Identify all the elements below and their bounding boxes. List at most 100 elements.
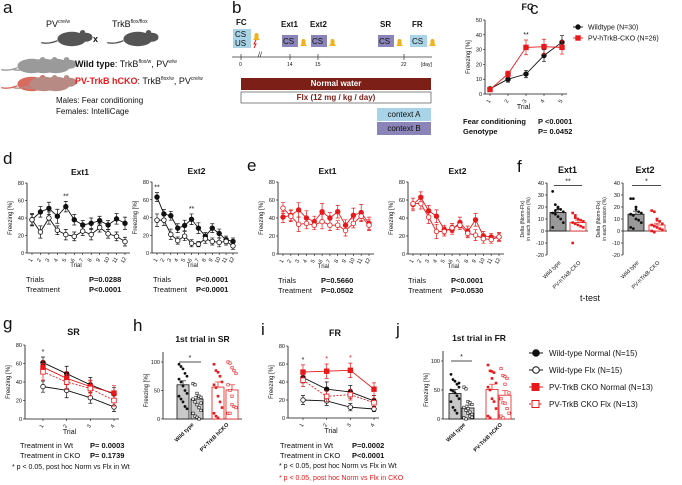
data-point bbox=[366, 222, 372, 228]
data-point bbox=[433, 228, 440, 235]
data-point bbox=[472, 217, 479, 223]
bell-icon bbox=[396, 39, 403, 46]
data-point bbox=[634, 217, 638, 221]
data-point bbox=[295, 207, 302, 213]
error-bar bbox=[502, 390, 508, 396]
data-point bbox=[179, 365, 183, 368]
data-point bbox=[183, 389, 187, 392]
normal-water-label: Normal water bbox=[310, 79, 362, 88]
data-point bbox=[280, 214, 286, 220]
error-bar bbox=[489, 383, 495, 390]
session-ext1: Ext1 bbox=[281, 20, 298, 29]
mouse-tail bbox=[25, 67, 42, 71]
data-point bbox=[466, 407, 470, 411]
mouse-body bbox=[41, 58, 71, 74]
data-point bbox=[175, 237, 181, 244]
x-tick-label: 4 bbox=[370, 423, 377, 429]
significance-marker: * bbox=[460, 354, 463, 361]
y-tick-label: 60 bbox=[269, 198, 275, 204]
data-point bbox=[181, 367, 185, 371]
data-point bbox=[455, 394, 459, 398]
error-bar bbox=[654, 222, 660, 225]
chart-title: Ext2 bbox=[449, 166, 467, 176]
data-point bbox=[230, 243, 236, 249]
series-line-0 bbox=[42, 362, 115, 395]
data-point bbox=[503, 401, 507, 405]
x-tick-label: 5 bbox=[180, 258, 187, 264]
data-point bbox=[183, 405, 187, 408]
x-tick-label: 6 bbox=[187, 258, 194, 264]
data-point bbox=[410, 200, 416, 207]
stat-value: P=0.0288 bbox=[89, 275, 122, 284]
data-point bbox=[487, 86, 493, 93]
y-axis-label: Freezing [%] bbox=[259, 201, 265, 235]
fc-us: US bbox=[235, 39, 247, 48]
y-tick-label: 60 bbox=[279, 362, 285, 368]
data-point bbox=[216, 416, 220, 420]
error-bar bbox=[215, 381, 221, 388]
x-tick-label: 1 bbox=[486, 99, 493, 105]
mouse-tail bbox=[1, 67, 18, 71]
chart-title: 1st trial in FR bbox=[452, 333, 506, 343]
y-axis-label: Delta (Norm-Flx) bbox=[520, 200, 526, 237]
y-tick-label: 60 bbox=[399, 198, 405, 204]
data-point bbox=[193, 400, 197, 404]
x-axis-label: Trial bbox=[63, 429, 77, 436]
data-point bbox=[631, 197, 635, 201]
data-point bbox=[464, 387, 468, 391]
data-point bbox=[154, 194, 160, 200]
data-point bbox=[40, 383, 46, 390]
y-tick-label: 20 bbox=[143, 233, 149, 239]
stat-label: Treatment bbox=[153, 285, 187, 294]
series-line-1 bbox=[42, 386, 115, 408]
x-tick-label: 2 bbox=[36, 258, 43, 264]
data-point bbox=[453, 408, 457, 412]
panel-label-d: d bbox=[3, 149, 13, 168]
x-tick-label: 8 bbox=[463, 259, 470, 265]
x-tick-label: 3 bbox=[346, 423, 353, 429]
day-14: 14 bbox=[287, 62, 293, 68]
stat-label: Trials bbox=[408, 276, 427, 285]
ext2-cs: CS bbox=[312, 37, 324, 46]
mouse-trkb-parent bbox=[107, 30, 159, 47]
data-point bbox=[168, 213, 174, 219]
data-point bbox=[113, 216, 120, 222]
x-axis-label: Trial bbox=[318, 264, 329, 270]
data-point bbox=[111, 397, 117, 404]
data-point bbox=[464, 408, 468, 412]
series-line-3 bbox=[302, 379, 375, 404]
x-tick-label: 12 bbox=[120, 256, 128, 264]
data-point bbox=[327, 222, 333, 228]
data-point bbox=[486, 363, 490, 367]
legend-marker bbox=[531, 383, 540, 391]
x-tick-label: 9 bbox=[341, 259, 348, 265]
data-point bbox=[223, 238, 229, 245]
data-point bbox=[105, 231, 111, 237]
data-point bbox=[54, 213, 61, 219]
data-point bbox=[230, 394, 234, 398]
data-point bbox=[228, 411, 232, 415]
y-tick-label: 0 bbox=[19, 417, 22, 423]
x-tick-label: 4 bbox=[53, 258, 60, 264]
y-tick-label: 80 bbox=[399, 180, 405, 186]
data-point bbox=[658, 227, 661, 230]
data-point bbox=[503, 375, 507, 379]
legend-marker bbox=[575, 24, 581, 30]
data-point bbox=[505, 76, 511, 82]
data-point bbox=[105, 222, 111, 228]
data-point bbox=[195, 403, 199, 407]
data-point bbox=[488, 416, 492, 420]
data-point bbox=[358, 213, 364, 219]
x-tick-label: 4 bbox=[540, 99, 547, 105]
data-point bbox=[574, 214, 577, 217]
parent-trkb: TrkBflox/flox bbox=[112, 19, 148, 29]
legend-label: Wild-type Normal (N=15) bbox=[549, 349, 638, 358]
session-fr: FR bbox=[412, 20, 423, 29]
x-tick-label: 12 bbox=[364, 257, 372, 265]
data-point bbox=[154, 217, 160, 223]
data-point bbox=[582, 220, 585, 223]
stat-value: P<0.0001 bbox=[196, 285, 229, 294]
data-point bbox=[181, 400, 185, 404]
x-tick-label: 11 bbox=[356, 258, 364, 266]
